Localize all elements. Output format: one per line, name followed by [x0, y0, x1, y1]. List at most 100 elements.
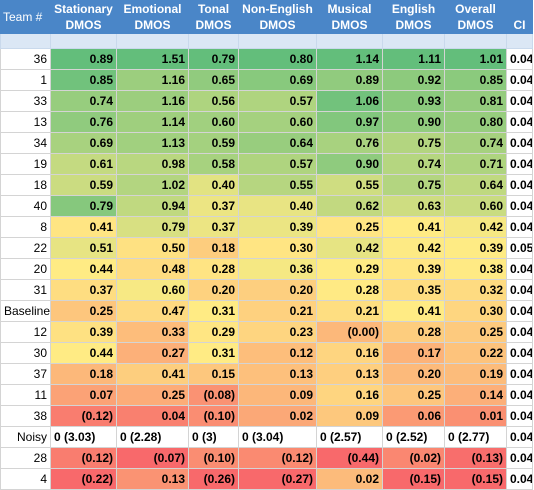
header-stationary[interactable]: Stationary DMOS: [50, 0, 117, 34]
overall-dmos-cell[interactable]: 0.30: [444, 300, 507, 322]
english-dmos-cell[interactable]: 0.74: [382, 153, 445, 175]
english-dmos-cell[interactable]: (0.02): [382, 447, 445, 469]
overall-dmos-cell[interactable]: 0.42: [444, 216, 507, 238]
blank-cell[interactable]: [382, 33, 445, 49]
english-dmos-cell[interactable]: 0.41: [382, 216, 445, 238]
header-english[interactable]: English DMOS: [382, 0, 445, 34]
overall-dmos-cell[interactable]: 0.64: [444, 174, 507, 196]
team-cell[interactable]: 11: [0, 384, 51, 406]
team-cell[interactable]: Baseline: [0, 300, 51, 322]
emotional-dmos-cell[interactable]: 0.27: [116, 342, 189, 364]
team-cell[interactable]: 28: [0, 447, 51, 469]
overall-dmos-cell[interactable]: 0.22: [444, 342, 507, 364]
emotional-dmos-cell[interactable]: 0.94: [116, 195, 189, 217]
emotional-dmos-cell[interactable]: 0.79: [116, 216, 189, 238]
ci-cell[interactable]: 0.04: [506, 363, 533, 385]
non-english-dmos-cell[interactable]: 0.36: [238, 258, 317, 280]
tonal-dmos-cell[interactable]: 0.59: [188, 132, 239, 154]
team-cell[interactable]: Noisy: [0, 426, 51, 448]
blank-cell[interactable]: [238, 33, 317, 49]
musical-dmos-cell[interactable]: 0.02: [316, 468, 383, 490]
musical-dmos-cell[interactable]: 0.90: [316, 153, 383, 175]
overall-dmos-cell[interactable]: 0.25: [444, 321, 507, 343]
team-cell[interactable]: 13: [0, 111, 51, 133]
team-cell[interactable]: 30: [0, 342, 51, 364]
header-tonal[interactable]: Tonal DMOS: [188, 0, 239, 34]
english-dmos-cell[interactable]: 0.63: [382, 195, 445, 217]
emotional-dmos-cell[interactable]: 0.60: [116, 279, 189, 301]
non-english-dmos-cell[interactable]: 0.69: [238, 69, 317, 91]
ci-cell[interactable]: 0.04: [506, 90, 533, 112]
non-english-dmos-cell[interactable]: 0.55: [238, 174, 317, 196]
english-dmos-cell[interactable]: 1.11: [382, 48, 445, 70]
emotional-dmos-cell[interactable]: 0.33: [116, 321, 189, 343]
ci-cell[interactable]: 0.04: [506, 258, 533, 280]
musical-dmos-cell[interactable]: 0.16: [316, 342, 383, 364]
musical-dmos-cell[interactable]: 0.89: [316, 69, 383, 91]
tonal-dmos-cell[interactable]: 0.29: [188, 321, 239, 343]
tonal-dmos-cell[interactable]: (0.26): [188, 468, 239, 490]
non-english-dmos-cell[interactable]: 0.57: [238, 90, 317, 112]
tonal-dmos-cell[interactable]: 0.37: [188, 195, 239, 217]
header-emotional[interactable]: Emotional DMOS: [116, 0, 189, 34]
emotional-dmos-cell[interactable]: 0.13: [116, 468, 189, 490]
stationary-dmos-cell[interactable]: 0 (3.03): [50, 426, 117, 448]
overall-dmos-cell[interactable]: 0.60: [444, 195, 507, 217]
blank-cell[interactable]: [444, 33, 507, 49]
english-dmos-cell[interactable]: 0 (2.52): [382, 426, 445, 448]
english-dmos-cell[interactable]: 0.17: [382, 342, 445, 364]
team-cell[interactable]: 40: [0, 195, 51, 217]
tonal-dmos-cell[interactable]: (0.08): [188, 384, 239, 406]
english-dmos-cell[interactable]: 0.35: [382, 279, 445, 301]
team-cell[interactable]: 22: [0, 237, 51, 259]
ci-cell[interactable]: 0.05: [506, 237, 533, 259]
tonal-dmos-cell[interactable]: 0.79: [188, 48, 239, 70]
blank-cell[interactable]: [50, 33, 117, 49]
ci-cell[interactable]: 0.04: [506, 69, 533, 91]
emotional-dmos-cell[interactable]: 1.51: [116, 48, 189, 70]
ci-cell[interactable]: 0.04: [506, 174, 533, 196]
blank-cell[interactable]: [0, 33, 51, 49]
musical-dmos-cell[interactable]: 0.16: [316, 384, 383, 406]
english-dmos-cell[interactable]: 0.41: [382, 300, 445, 322]
stationary-dmos-cell[interactable]: 0.07: [50, 384, 117, 406]
tonal-dmos-cell[interactable]: (0.10): [188, 447, 239, 469]
overall-dmos-cell[interactable]: 0.74: [444, 132, 507, 154]
musical-dmos-cell[interactable]: 0.42: [316, 237, 383, 259]
stationary-dmos-cell[interactable]: 0.44: [50, 258, 117, 280]
stationary-dmos-cell[interactable]: 0.85: [50, 69, 117, 91]
ci-cell[interactable]: 0.04: [506, 216, 533, 238]
musical-dmos-cell[interactable]: 0.97: [316, 111, 383, 133]
emotional-dmos-cell[interactable]: 0.25: [116, 384, 189, 406]
english-dmos-cell[interactable]: 0.92: [382, 69, 445, 91]
emotional-dmos-cell[interactable]: 0.04: [116, 405, 189, 427]
stationary-dmos-cell[interactable]: 0.61: [50, 153, 117, 175]
english-dmos-cell[interactable]: 0.39: [382, 258, 445, 280]
ci-cell[interactable]: 0.04: [506, 342, 533, 364]
musical-dmos-cell[interactable]: 0.21: [316, 300, 383, 322]
ci-cell[interactable]: 0.04: [506, 111, 533, 133]
non-english-dmos-cell[interactable]: 0.12: [238, 342, 317, 364]
stationary-dmos-cell[interactable]: 0.79: [50, 195, 117, 217]
non-english-dmos-cell[interactable]: 0.40: [238, 195, 317, 217]
emotional-dmos-cell[interactable]: 1.13: [116, 132, 189, 154]
blank-cell[interactable]: [506, 33, 533, 49]
non-english-dmos-cell[interactable]: 0.57: [238, 153, 317, 175]
overall-dmos-cell[interactable]: 0.14: [444, 384, 507, 406]
ci-cell[interactable]: 0.04: [506, 447, 533, 469]
ci-cell[interactable]: 0.04: [506, 468, 533, 490]
tonal-dmos-cell[interactable]: 0.65: [188, 69, 239, 91]
tonal-dmos-cell[interactable]: 0.28: [188, 258, 239, 280]
english-dmos-cell[interactable]: 0.42: [382, 237, 445, 259]
musical-dmos-cell[interactable]: 0.25: [316, 216, 383, 238]
tonal-dmos-cell[interactable]: 0 (3): [188, 426, 239, 448]
emotional-dmos-cell[interactable]: 0 (2.28): [116, 426, 189, 448]
team-cell[interactable]: 36: [0, 48, 51, 70]
non-english-dmos-cell[interactable]: 0.60: [238, 111, 317, 133]
stationary-dmos-cell[interactable]: 0.18: [50, 363, 117, 385]
emotional-dmos-cell[interactable]: 1.14: [116, 111, 189, 133]
blank-cell[interactable]: [188, 33, 239, 49]
ci-cell[interactable]: 0.04: [506, 153, 533, 175]
musical-dmos-cell[interactable]: 0.29: [316, 258, 383, 280]
blank-cell[interactable]: [316, 33, 383, 49]
